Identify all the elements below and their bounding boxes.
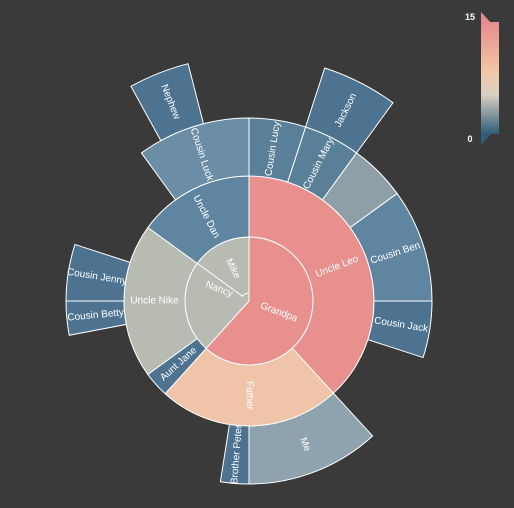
segment-other[interactable] xyxy=(321,152,398,229)
visual-map-bar[interactable] xyxy=(481,22,499,134)
segment-cousin-jenny[interactable] xyxy=(65,243,131,302)
visual-map-max-label: 15 xyxy=(465,12,475,22)
label-father: Father xyxy=(244,381,255,411)
segment-cousin-lucy[interactable] xyxy=(248,117,307,183)
segment-brother-peter[interactable] xyxy=(219,423,250,485)
segment-aunt-jane[interactable] xyxy=(147,337,207,395)
segment-cousin-jack[interactable] xyxy=(367,300,433,359)
segment-cousin-ben[interactable] xyxy=(349,192,433,302)
sunburst-segments xyxy=(65,63,433,485)
visual-map-min-label: 0 xyxy=(467,134,472,144)
visual-map[interactable]: 15 0 xyxy=(465,12,499,145)
label-cousin-betty: Cousin Betty xyxy=(67,307,124,323)
visual-map-min-handle[interactable] xyxy=(481,133,492,145)
label-uncle-nike: Uncle Nike xyxy=(130,296,179,307)
label-me: Me xyxy=(297,436,312,453)
visual-map-max-handle[interactable] xyxy=(481,12,492,24)
segment-nephew[interactable] xyxy=(130,63,205,142)
label-brother-peter: Brother Peter xyxy=(229,424,245,485)
